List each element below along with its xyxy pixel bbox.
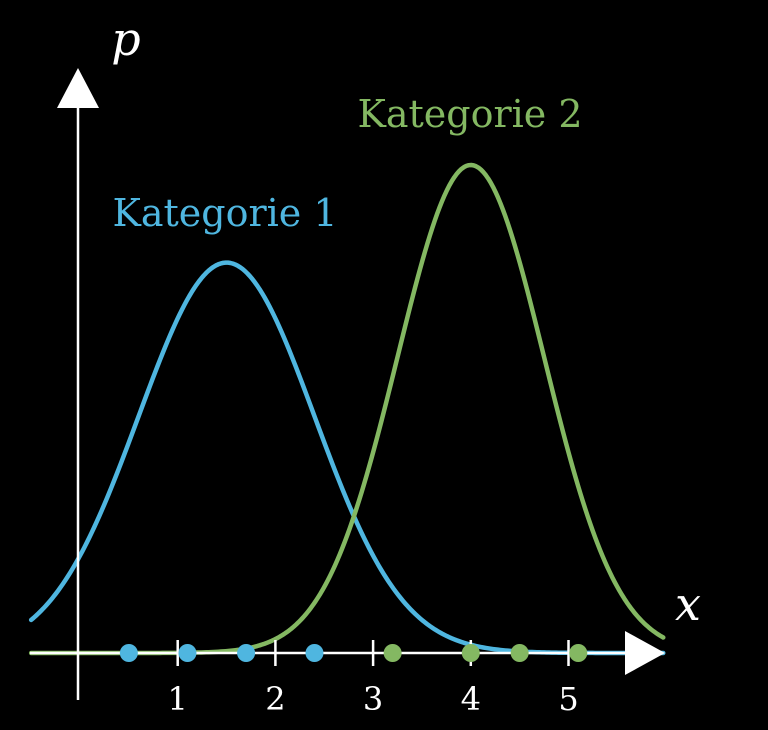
- series-label-kategorie-1: Kategorie 1: [112, 191, 337, 235]
- series-1-point-3: [237, 644, 256, 662]
- x-tick-label-4: 4: [461, 680, 481, 718]
- series-label-kategorie-2: Kategorie 2: [357, 92, 582, 136]
- x-tick-label-2: 2: [265, 680, 285, 718]
- x-tick-label-3: 3: [363, 680, 383, 718]
- series-1-point-4: [305, 644, 324, 662]
- series-2-point-3: [510, 644, 529, 662]
- series-1-point-2: [178, 644, 197, 662]
- y-axis-label: p: [111, 12, 140, 66]
- points-layer: [119, 644, 588, 662]
- curves-layer: [28, 162, 666, 656]
- x-tick-label-1: 1: [168, 680, 188, 718]
- series-curve-2: [28, 162, 666, 656]
- series-2-point-1: [383, 644, 402, 662]
- series-1-point-1: [119, 644, 138, 662]
- series-2-point-2: [461, 644, 480, 662]
- x-tick-label-5: 5: [558, 680, 578, 718]
- x-axis-arrow-icon: [625, 631, 665, 675]
- y-axis-arrow-icon: [57, 68, 99, 108]
- x-axis-label: x: [675, 577, 701, 631]
- series-2-point-4: [569, 644, 588, 662]
